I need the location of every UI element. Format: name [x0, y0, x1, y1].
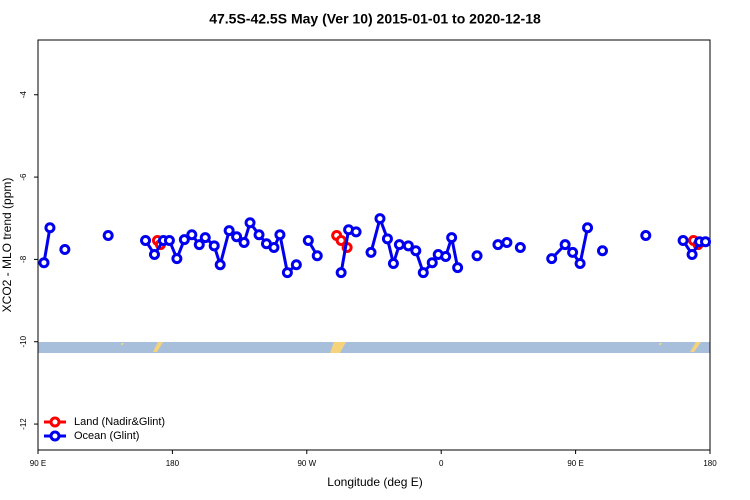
legend-marker — [49, 416, 61, 428]
data-point — [193, 239, 205, 251]
data-point — [59, 244, 71, 256]
data-point — [163, 234, 175, 246]
data-point — [44, 222, 56, 234]
y-tick-label: -8 — [19, 255, 28, 263]
land-strips — [121, 342, 701, 353]
plot-frame — [37, 39, 711, 451]
data-point — [311, 250, 323, 262]
data-point — [171, 253, 183, 265]
data-point — [302, 234, 314, 246]
data-point — [178, 234, 190, 246]
data-point — [335, 267, 347, 279]
data-point — [231, 231, 243, 243]
data-point — [440, 251, 452, 263]
x-tick-label: 90 E — [30, 459, 46, 468]
data-point — [381, 233, 393, 245]
series-line — [42, 227, 52, 263]
data-point — [677, 234, 689, 246]
data-point — [417, 267, 429, 279]
y-tick-label: -12 — [19, 418, 28, 430]
data-point — [501, 237, 513, 249]
data-point — [374, 213, 386, 225]
data-point — [582, 222, 594, 234]
legend-marker — [49, 430, 61, 442]
data-point — [426, 257, 438, 269]
data-point — [596, 245, 608, 257]
x-tick-label: 90 E — [567, 459, 583, 468]
data-point — [446, 232, 458, 244]
data-point — [574, 258, 586, 270]
y-axis-label: XCO2 - MLO trend (ppm) — [0, 178, 14, 313]
x-tick-label: 90 W — [297, 459, 316, 468]
data-point — [223, 225, 235, 237]
legend-label: Ocean (Glint) — [74, 430, 139, 442]
data-point — [492, 239, 504, 251]
data-point — [686, 248, 698, 260]
data-point — [700, 236, 712, 248]
data-point — [410, 245, 422, 257]
x-tick-label: 180 — [703, 459, 717, 468]
data-point — [365, 246, 377, 258]
data-point — [214, 259, 226, 271]
y-tick-label: -6 — [19, 173, 28, 181]
data-point — [559, 239, 571, 251]
data-point — [335, 234, 347, 246]
data-point — [244, 217, 256, 229]
data-point — [140, 234, 152, 246]
data-point — [290, 259, 302, 271]
data-point — [471, 250, 483, 262]
data-point — [452, 262, 464, 274]
x-tick-label: 0 — [439, 459, 444, 468]
data-point — [387, 258, 399, 270]
chart-title: 47.5S-42.5S May (Ver 10) 2015-01-01 to 2… — [209, 11, 541, 27]
data-point — [208, 240, 220, 252]
data-point — [268, 241, 280, 253]
data-point — [640, 230, 652, 242]
y-tick-label: -4 — [19, 91, 28, 99]
data-point — [199, 232, 211, 244]
data-point — [281, 267, 293, 279]
data-point — [514, 241, 526, 253]
surface-band — [38, 342, 710, 353]
data-point — [38, 257, 50, 269]
y-tick-label: -10 — [19, 335, 28, 347]
data-point — [102, 230, 114, 242]
data-point — [253, 229, 265, 241]
data-point — [148, 248, 160, 260]
data-point — [186, 229, 198, 241]
data-point — [402, 240, 414, 252]
data-point — [350, 226, 362, 238]
x-axis-label: Longitude (deg E) — [327, 475, 422, 489]
data-point — [546, 253, 558, 265]
x-tick-label: 180 — [166, 459, 180, 468]
data-point — [274, 229, 286, 241]
data-point — [393, 239, 405, 251]
data-point — [567, 246, 579, 258]
legend-label: Land (Nadir&Glint) — [74, 416, 165, 428]
data-point — [238, 237, 250, 249]
